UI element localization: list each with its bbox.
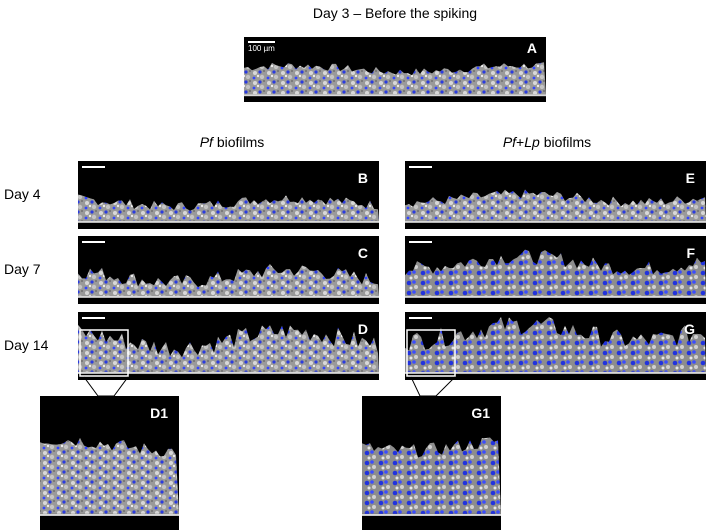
column-header: Pf+Lp biofilms <box>503 134 591 150</box>
biofilm <box>244 62 546 95</box>
biofilm <box>78 194 379 221</box>
header-part: Pf <box>503 134 518 150</box>
column-header: Pf biofilms <box>200 134 265 150</box>
figure-title: Day 3 – Before the spiking <box>313 5 477 21</box>
biofilm <box>40 438 179 514</box>
substrate <box>244 94 546 97</box>
panel-label: A <box>527 40 537 56</box>
panel-label: C <box>358 245 368 261</box>
inset-label: D1 <box>150 405 168 421</box>
panel-label: F <box>686 245 695 261</box>
biofilm <box>78 324 379 372</box>
substrate <box>405 371 706 374</box>
row-label: Day 4 <box>4 186 41 202</box>
substrate <box>78 295 379 298</box>
header-part: + <box>516 134 524 150</box>
biofilm <box>405 189 706 221</box>
header-part: Lp <box>524 134 540 150</box>
substrate <box>405 220 706 223</box>
scale-bar-label: 100 µm <box>248 44 275 53</box>
substrate <box>78 371 379 374</box>
biofilm <box>362 437 501 514</box>
panel-label: E <box>686 170 695 186</box>
header-part: biofilms <box>213 134 264 150</box>
zoom-box <box>79 329 129 377</box>
zoom-box <box>406 329 456 377</box>
biofilm <box>78 264 379 296</box>
panel-label: D <box>358 321 368 337</box>
row-label: Day 14 <box>4 337 49 353</box>
panel-label: G <box>684 321 695 337</box>
substrate <box>78 220 379 223</box>
substrate <box>362 513 501 516</box>
inset-label: G1 <box>471 405 490 421</box>
biofilm <box>405 316 706 372</box>
substrate <box>405 295 706 298</box>
header-part: biofilms <box>540 134 591 150</box>
panel-label: B <box>358 170 368 186</box>
header-part: Pf <box>200 134 215 150</box>
substrate <box>40 513 179 516</box>
row-label: Day 7 <box>4 261 41 277</box>
biofilm <box>405 249 706 296</box>
